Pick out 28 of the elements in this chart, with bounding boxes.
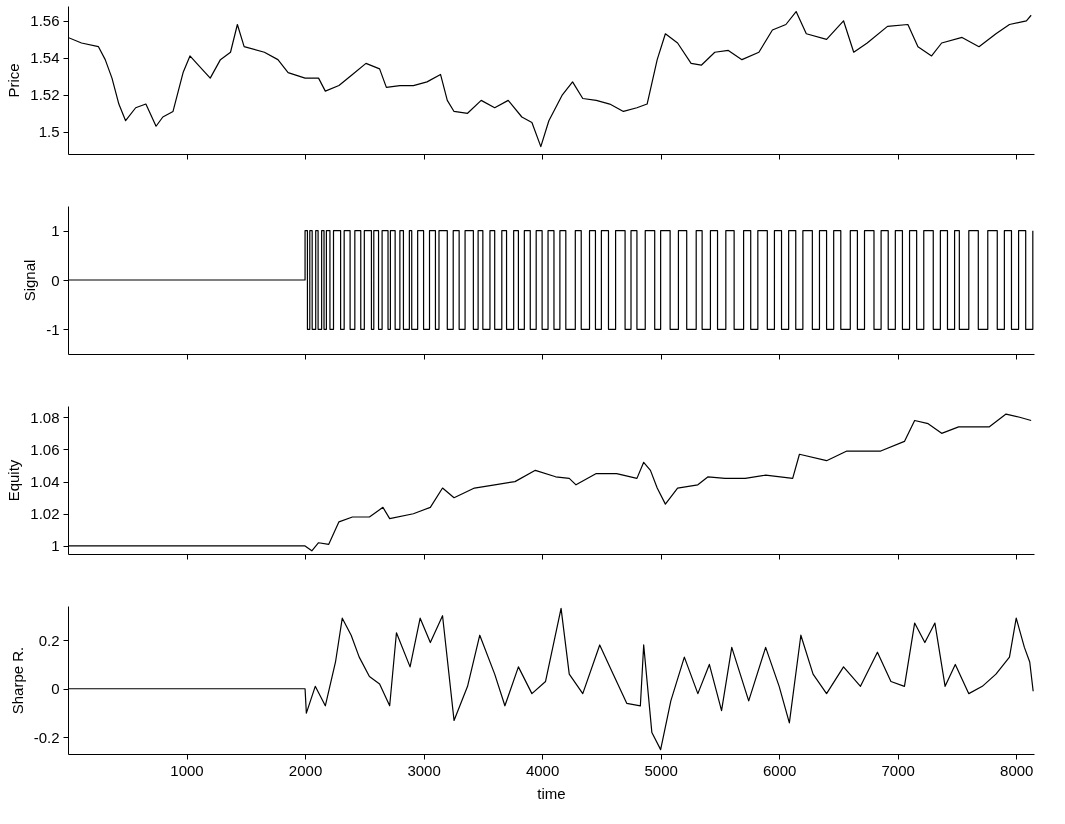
x-tick-label: 1000 [170,761,204,779]
y-tick-label: 1 [51,537,60,555]
y-tick-label: 1 [51,222,60,240]
y-tick-label: 0.2 [38,631,60,649]
x-tick-label: 6000 [762,761,797,779]
x-tick-label: 4000 [525,761,560,779]
y-tick-label: 1.54 [30,49,60,67]
y-tick-label: 1.52 [30,86,60,104]
x-tick-label: 8000 [1000,761,1034,779]
y-axis-title: Equity [5,459,23,502]
x-tick-label: 2000 [288,761,323,779]
x-axis-title: time [537,784,566,802]
y-tick-label: 1.06 [30,440,60,458]
x-tick-label: 7000 [881,761,915,779]
y-tick-label: 1.02 [30,505,60,523]
y-tick-label: -1 [46,320,60,338]
y-axis-title: Sharpe R. [8,646,26,715]
x-tick-label: 5000 [644,761,678,779]
y-tick-label: 0 [51,271,60,289]
y-axis-title: Signal [21,259,39,302]
y-tick-label: 1.5 [38,123,60,141]
y-axis-title: Price [5,63,23,98]
y-tick-label: 1.04 [30,473,60,491]
x-tick-label: 3000 [407,761,441,779]
y-tick-label: 1.08 [30,408,60,426]
y-tick-label: -0.2 [33,728,60,746]
y-tick-label: 0 [51,680,60,698]
y-tick-label: 1.56 [30,12,60,30]
